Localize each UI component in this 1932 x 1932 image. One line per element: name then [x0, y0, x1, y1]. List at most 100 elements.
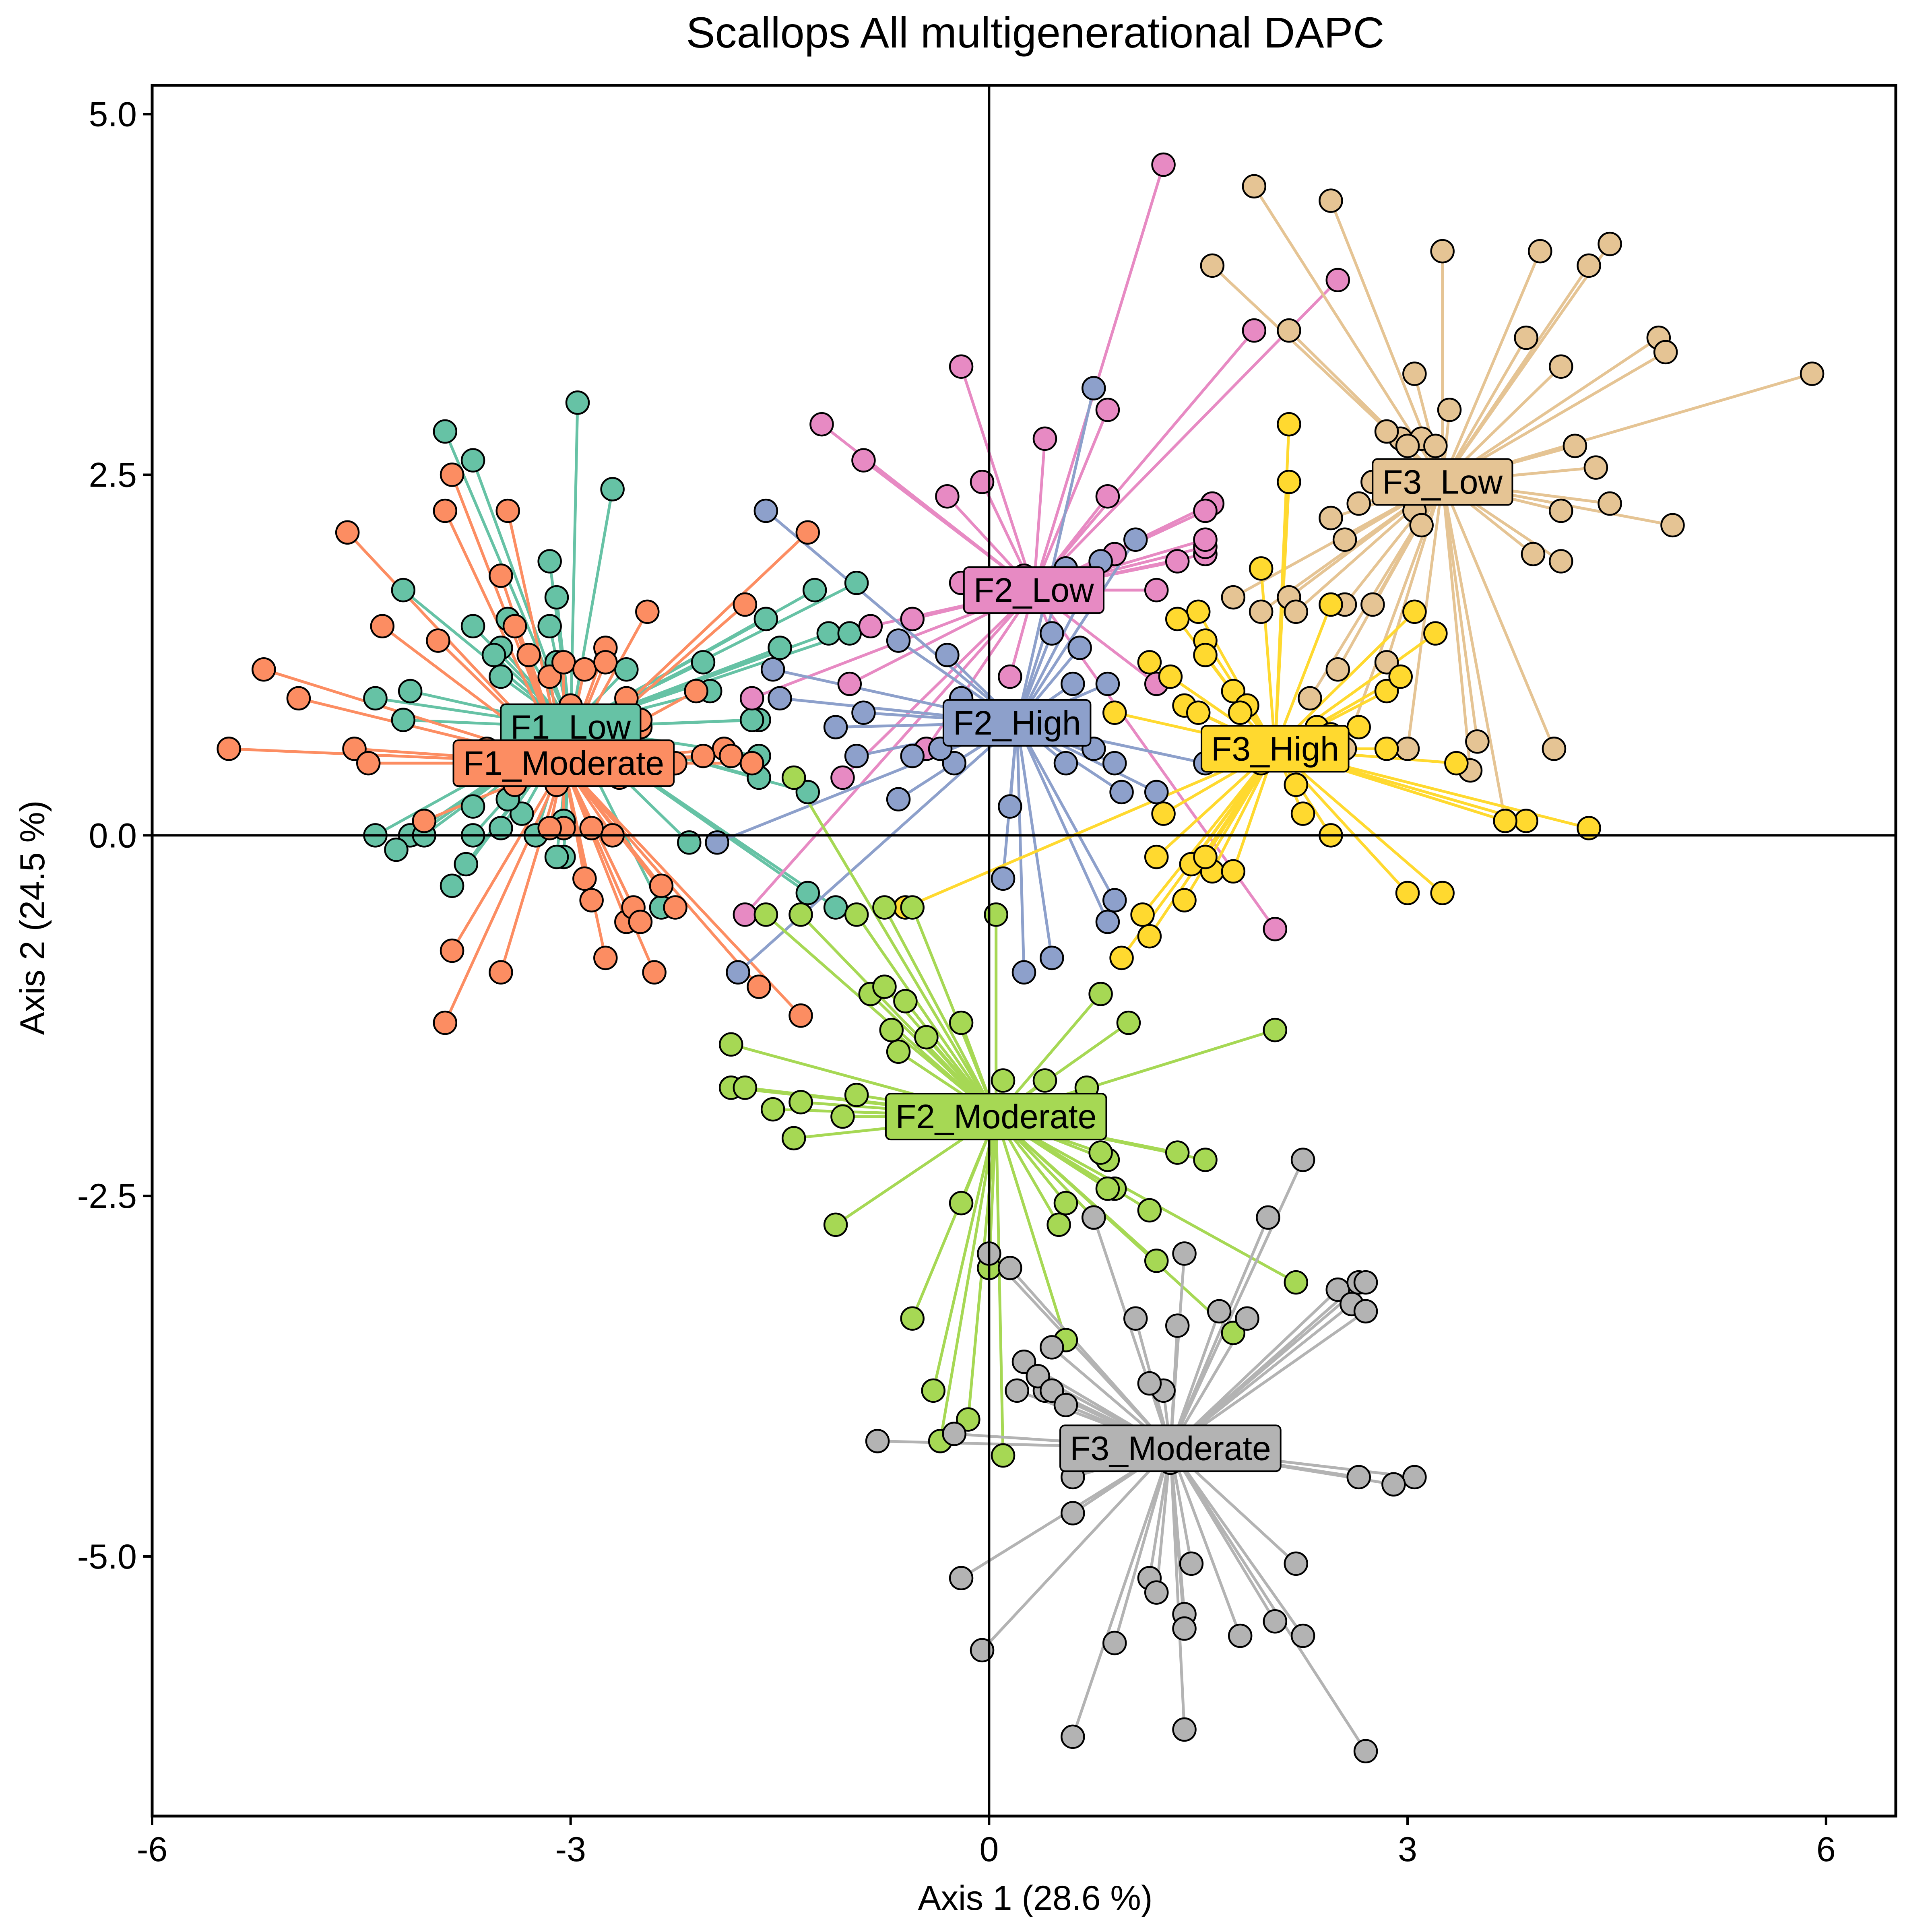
data-point: [537, 816, 562, 840]
data-point: [900, 1306, 925, 1331]
spoke-line: [1032, 409, 1109, 591]
data-point: [886, 1039, 911, 1064]
data-point: [949, 1191, 974, 1216]
data-point: [1319, 592, 1343, 617]
data-point: [1061, 1501, 1085, 1525]
data-point: [1172, 888, 1197, 912]
group-label-box: [452, 739, 675, 787]
data-point: [1242, 174, 1267, 199]
data-point: [1549, 354, 1573, 379]
spoke-line: [932, 1116, 998, 1391]
spoke-line: [793, 777, 997, 1117]
group-label: F2_Moderate: [885, 1093, 1107, 1141]
data-point: [1577, 816, 1601, 840]
data-point: [1151, 152, 1176, 177]
data-point: [733, 1075, 758, 1100]
data-point: [1263, 1018, 1288, 1042]
data-point: [809, 412, 834, 437]
y-tick-label: 0.0: [89, 816, 137, 855]
data-point: [823, 715, 848, 739]
data-point: [1040, 945, 1064, 970]
data-point: [872, 895, 897, 920]
group-label: F3_Moderate: [1059, 1424, 1282, 1472]
data-point: [572, 657, 597, 682]
series-f2-low: [744, 164, 1339, 930]
data-point: [1284, 772, 1309, 797]
data-point: [1563, 433, 1587, 458]
x-tick-label: 6: [1816, 1830, 1836, 1869]
spoke-line: [451, 762, 565, 952]
data-point: [1249, 599, 1274, 624]
data-point: [1290, 1623, 1315, 1648]
data-point: [823, 1212, 848, 1237]
data-point: [949, 1010, 974, 1035]
data-point: [886, 628, 911, 653]
data-point: [781, 1126, 806, 1151]
data-point: [593, 945, 618, 970]
data-point: [433, 419, 458, 444]
data-point: [516, 643, 541, 667]
data-point: [865, 1429, 890, 1453]
spoke-line: [1441, 481, 1556, 749]
data-point: [1102, 888, 1127, 912]
data-point: [1095, 398, 1120, 422]
spoke-line: [995, 1117, 1005, 1456]
spoke-line: [1441, 250, 1542, 483]
data-point: [788, 1003, 813, 1028]
group-label-text: F2_Moderate: [896, 1098, 1097, 1135]
data-point: [921, 1378, 945, 1403]
data-point: [489, 960, 513, 985]
group-label: F2_Low: [963, 566, 1105, 614]
data-point: [844, 571, 869, 595]
data-point: [1800, 361, 1825, 386]
data-point: [1061, 1724, 1085, 1749]
x-tick-label: 3: [1398, 1830, 1417, 1869]
data-point: [1109, 945, 1134, 970]
data-point: [691, 744, 716, 768]
data-point: [1067, 636, 1092, 660]
group-label-text: F1_Moderate: [463, 744, 665, 782]
data-point: [440, 462, 464, 487]
spoke-line: [562, 762, 802, 1017]
data-point: [1102, 1631, 1127, 1655]
data-point: [426, 628, 450, 653]
chart-title: Scallops All multigenerational DAPC: [686, 8, 1385, 57]
data-point: [1123, 1306, 1148, 1331]
data-point: [663, 895, 687, 920]
data-point: [998, 794, 1022, 819]
data-point: [1235, 1306, 1259, 1331]
data-point: [1346, 491, 1371, 516]
data-point: [844, 902, 869, 927]
data-point: [684, 679, 708, 704]
data-point: [1444, 751, 1469, 776]
data-point: [1374, 737, 1399, 761]
spoke-line: [960, 366, 1035, 591]
data-point: [1137, 1371, 1162, 1396]
data-point: [1583, 455, 1608, 480]
data-point: [872, 974, 897, 999]
data-point: [391, 578, 416, 603]
data-point: [572, 866, 597, 891]
data-point: [1353, 1299, 1378, 1324]
data-point: [788, 1090, 813, 1115]
data-point: [614, 657, 639, 682]
data-point: [579, 888, 604, 912]
data-point: [1325, 657, 1350, 682]
data-point: [823, 895, 848, 920]
y-tick-label: 5.0: [89, 95, 137, 134]
data-point: [753, 498, 778, 523]
series-layer: [217, 152, 1825, 1763]
data-point: [691, 650, 716, 675]
data-point: [760, 1097, 785, 1122]
data-point: [1032, 426, 1057, 451]
data-point: [384, 837, 409, 862]
data-point: [1158, 664, 1183, 689]
group-label-box: [1201, 725, 1350, 773]
x-tick-label: -3: [555, 1830, 586, 1869]
y-tick-label: -5.0: [77, 1538, 137, 1576]
spoke-line: [981, 1447, 1172, 1651]
data-point: [998, 1256, 1022, 1280]
spoke-line: [1032, 329, 1255, 591]
data-point: [1186, 700, 1211, 725]
